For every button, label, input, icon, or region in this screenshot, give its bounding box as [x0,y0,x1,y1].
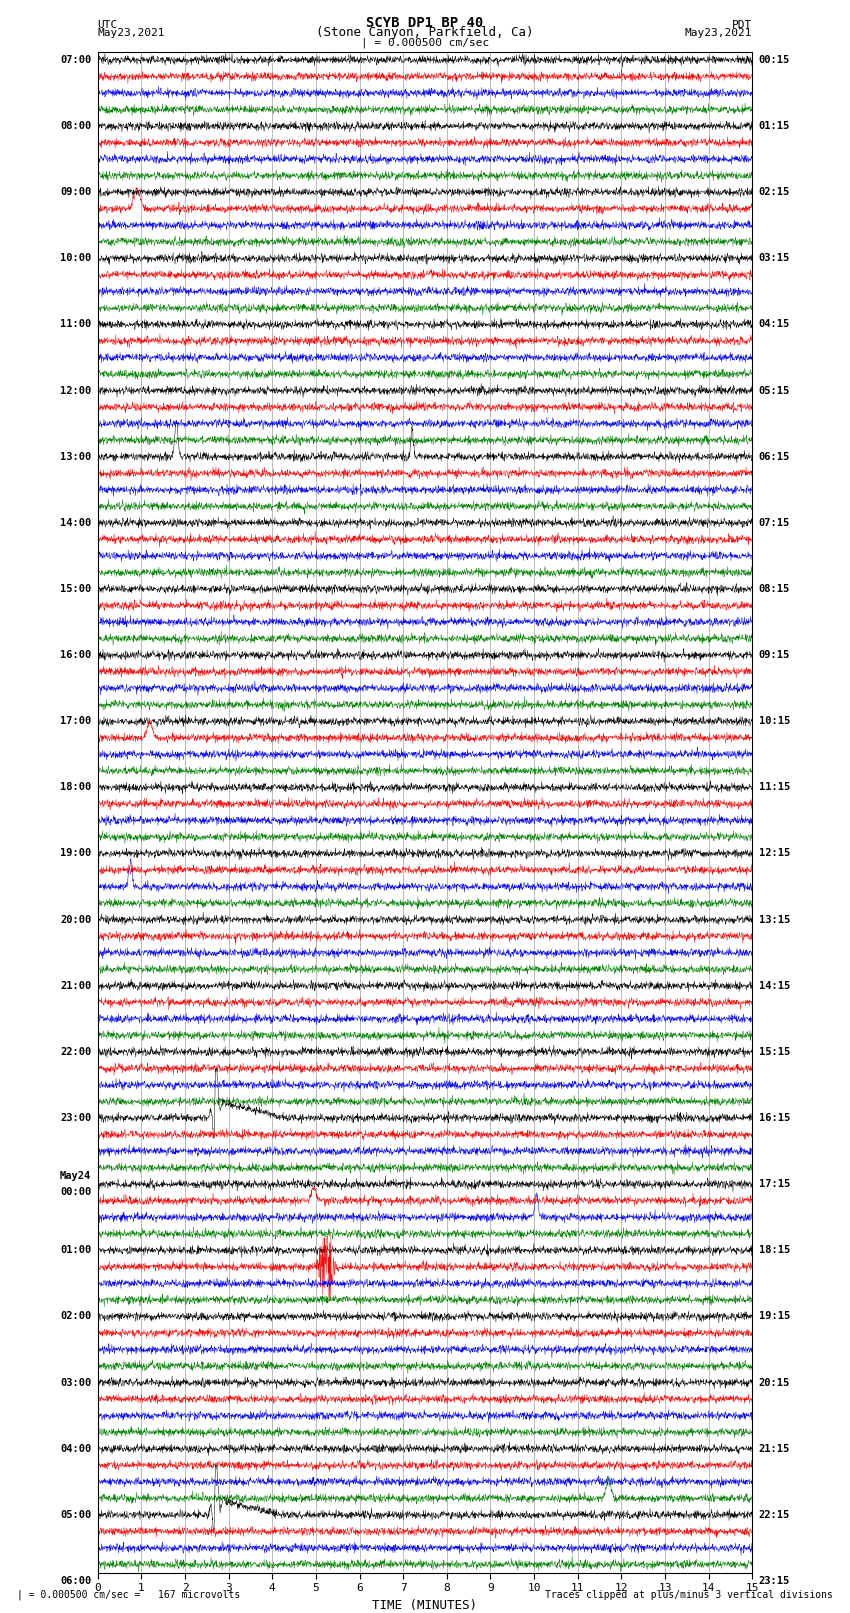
Text: 03:15: 03:15 [759,253,790,263]
Text: 03:00: 03:00 [60,1378,91,1387]
Text: 10:00: 10:00 [60,253,91,263]
Text: 18:15: 18:15 [759,1245,790,1255]
Text: 00:15: 00:15 [759,55,790,65]
Text: 17:00: 17:00 [60,716,91,726]
Text: 16:15: 16:15 [759,1113,790,1123]
Text: 07:15: 07:15 [759,518,790,527]
Text: 13:15: 13:15 [759,915,790,924]
Text: 19:15: 19:15 [759,1311,790,1321]
Text: 00:00: 00:00 [60,1187,91,1197]
Text: | = 0.000500 cm/sec =   167 microvolts: | = 0.000500 cm/sec = 167 microvolts [17,1589,241,1600]
Text: 21:00: 21:00 [60,981,91,990]
Text: Traces clipped at plus/minus 3 vertical divisions: Traces clipped at plus/minus 3 vertical … [545,1590,833,1600]
Text: 10:15: 10:15 [759,716,790,726]
Text: 13:00: 13:00 [60,452,91,461]
Text: 22:15: 22:15 [759,1510,790,1519]
Text: | = 0.000500 cm/sec: | = 0.000500 cm/sec [361,37,489,47]
Text: 08:15: 08:15 [759,584,790,594]
Text: May24: May24 [60,1171,91,1181]
Text: 23:00: 23:00 [60,1113,91,1123]
Text: 02:15: 02:15 [759,187,790,197]
Text: 09:00: 09:00 [60,187,91,197]
Text: 20:00: 20:00 [60,915,91,924]
Text: SCYB DP1 BP 40: SCYB DP1 BP 40 [366,16,484,31]
Text: PDT: PDT [732,19,752,31]
Text: 21:15: 21:15 [759,1444,790,1453]
Text: 09:15: 09:15 [759,650,790,660]
Text: 02:00: 02:00 [60,1311,91,1321]
Text: 05:00: 05:00 [60,1510,91,1519]
Text: 14:15: 14:15 [759,981,790,990]
Text: 06:15: 06:15 [759,452,790,461]
Text: 22:00: 22:00 [60,1047,91,1057]
Text: 01:15: 01:15 [759,121,790,131]
Text: 12:00: 12:00 [60,386,91,395]
Text: 01:00: 01:00 [60,1245,91,1255]
Text: 12:15: 12:15 [759,848,790,858]
Text: 17:15: 17:15 [759,1179,790,1189]
Text: 07:00: 07:00 [60,55,91,65]
Text: 11:15: 11:15 [759,782,790,792]
Text: 16:00: 16:00 [60,650,91,660]
Text: May23,2021: May23,2021 [98,29,165,39]
Text: (Stone Canyon, Parkfield, Ca): (Stone Canyon, Parkfield, Ca) [316,26,534,39]
Text: 04:00: 04:00 [60,1444,91,1453]
Text: 04:15: 04:15 [759,319,790,329]
Text: 18:00: 18:00 [60,782,91,792]
Text: 11:00: 11:00 [60,319,91,329]
Text: 15:15: 15:15 [759,1047,790,1057]
Text: 15:00: 15:00 [60,584,91,594]
Text: 05:15: 05:15 [759,386,790,395]
Text: 23:15: 23:15 [759,1576,790,1586]
Text: 19:00: 19:00 [60,848,91,858]
Text: May23,2021: May23,2021 [685,29,752,39]
Text: 20:15: 20:15 [759,1378,790,1387]
Text: 06:00: 06:00 [60,1576,91,1586]
Text: UTC: UTC [98,19,118,31]
Text: 08:00: 08:00 [60,121,91,131]
X-axis label: TIME (MINUTES): TIME (MINUTES) [372,1598,478,1611]
Text: 14:00: 14:00 [60,518,91,527]
